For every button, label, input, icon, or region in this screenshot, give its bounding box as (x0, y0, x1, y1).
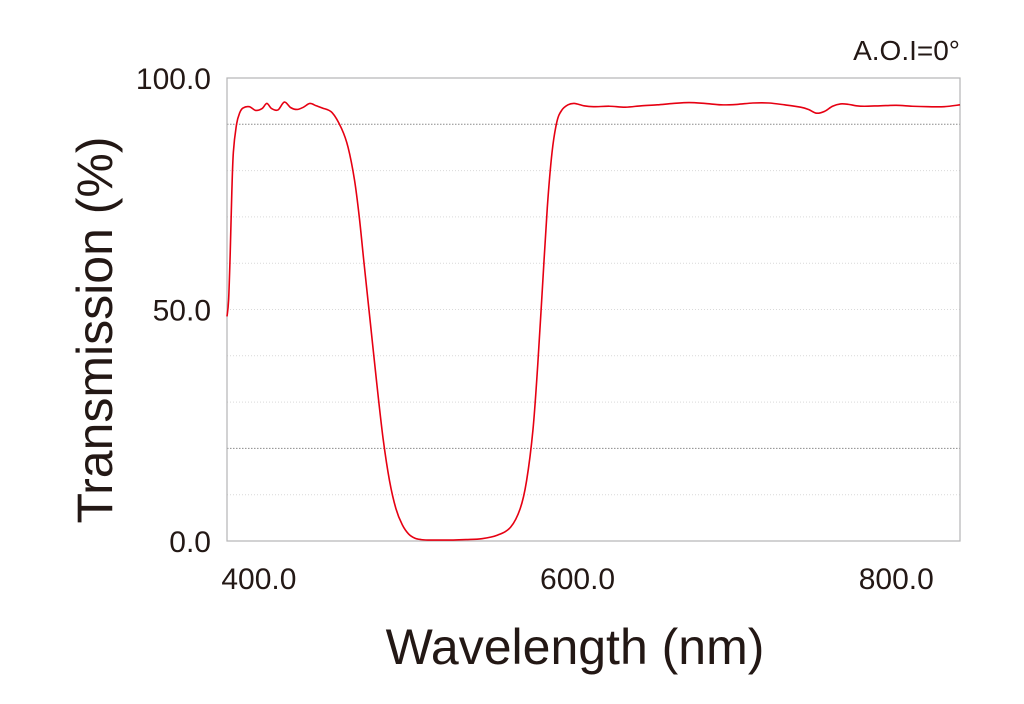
x-axis-title: Wavelength (nm) (386, 619, 765, 675)
series-layer (226, 101, 961, 541)
aoi-annotation: A.O.I=0° (853, 35, 960, 66)
x-tick-label: 800.0 (859, 563, 934, 596)
y-tick-label: 50.0 (153, 295, 211, 328)
y-tick-label: 100.0 (136, 63, 211, 96)
y-tick-label: 0.0 (169, 526, 211, 559)
transmission-series-line (226, 101, 961, 541)
plot-frame (226, 77, 961, 542)
y-axis-title: Transmission (%) (67, 136, 123, 523)
gridlines (227, 123, 960, 496)
tick-labels: 0.0 50.0 100.0 400.0 600.0 800.0 (136, 63, 934, 596)
x-tick-label: 600.0 (540, 563, 615, 596)
x-tick-label: 400.0 (221, 563, 296, 596)
